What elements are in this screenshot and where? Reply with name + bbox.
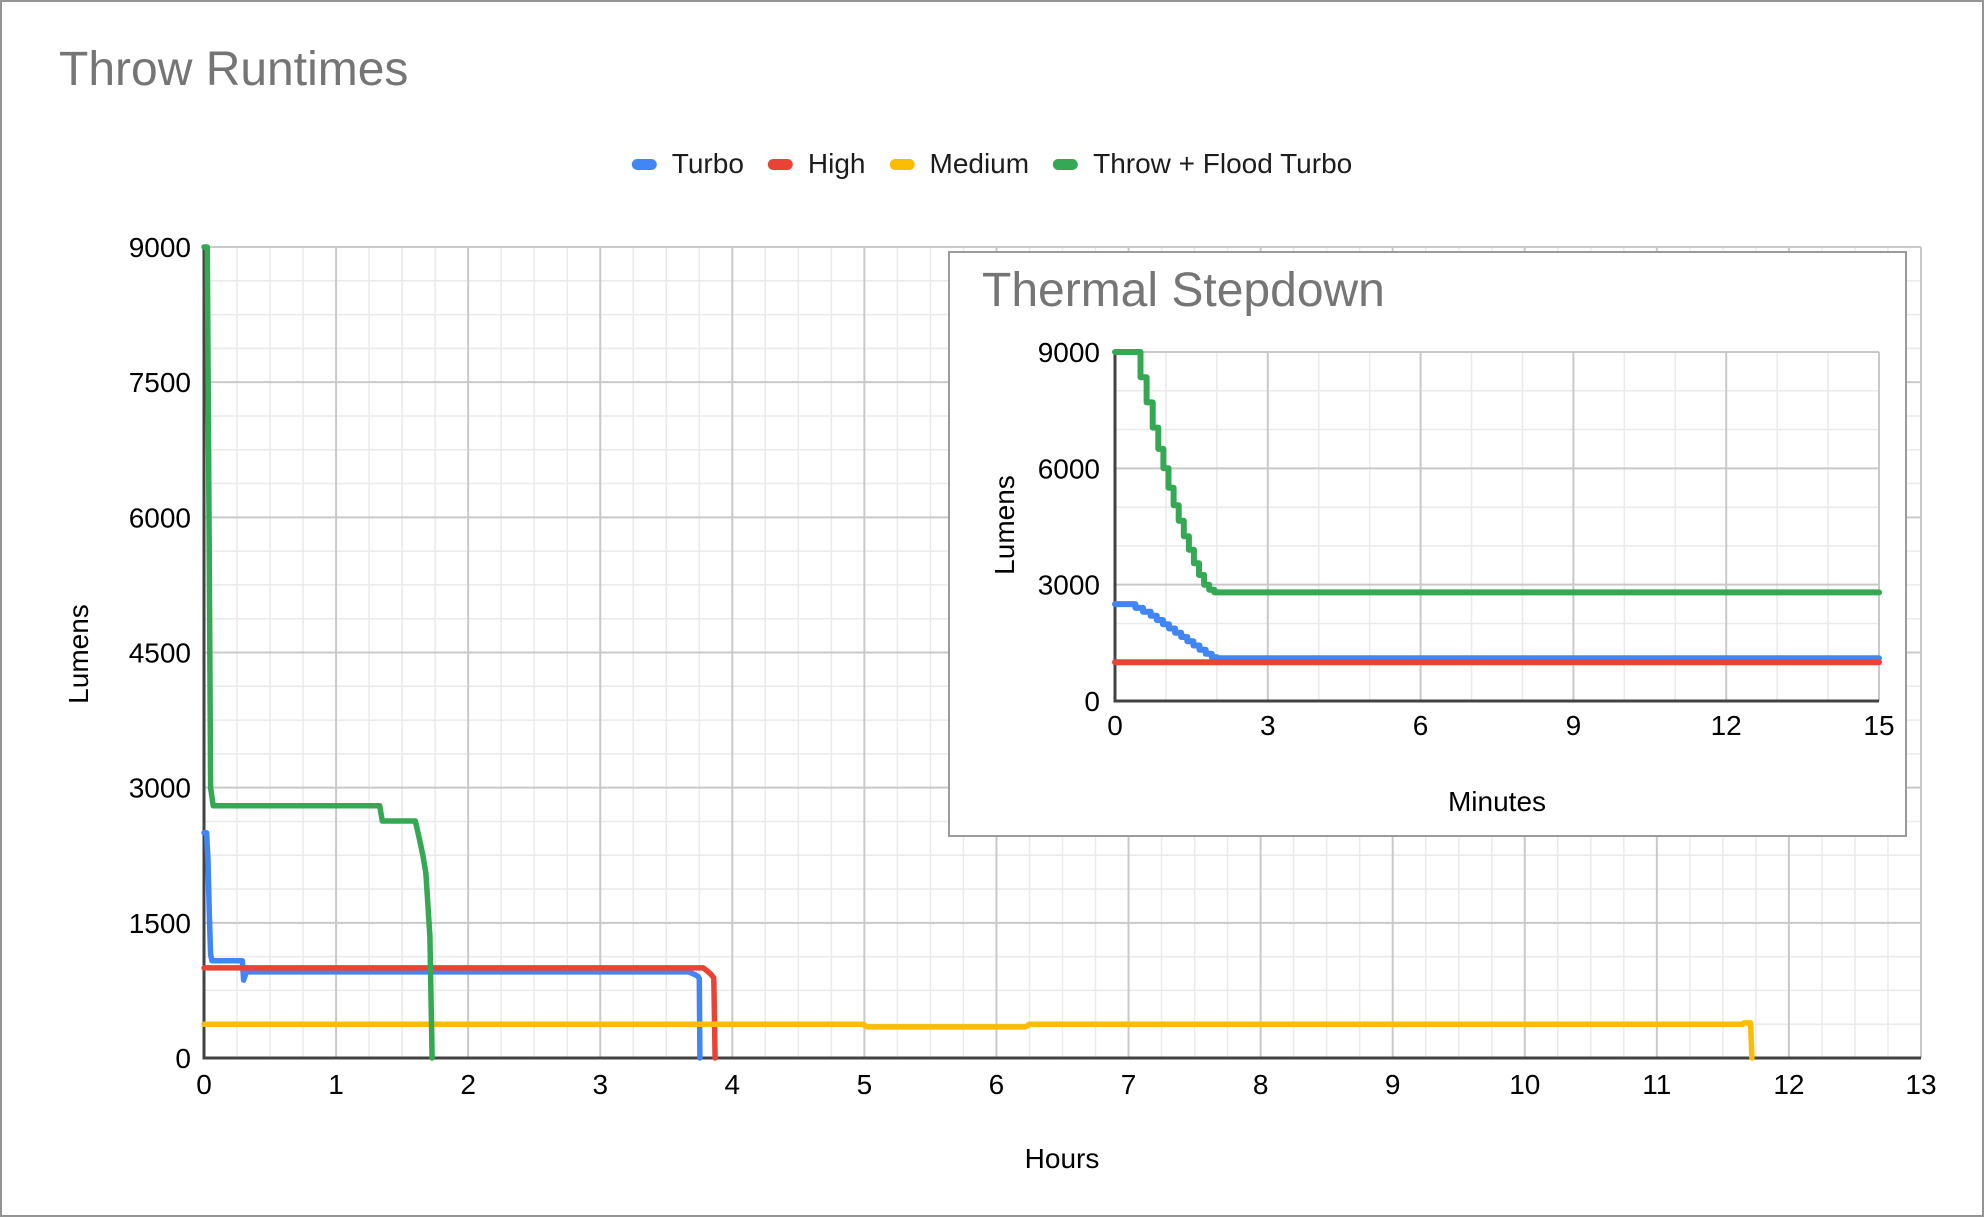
svg-text:9000: 9000	[1038, 337, 1100, 368]
turbo-swatch-icon	[631, 158, 657, 170]
svg-text:6: 6	[989, 1069, 1005, 1100]
svg-text:3000: 3000	[1038, 570, 1100, 601]
series-lines	[201, 244, 1755, 1061]
svg-text:1: 1	[328, 1069, 344, 1100]
svg-text:0: 0	[175, 1043, 191, 1074]
svg-text:7: 7	[1121, 1069, 1137, 1100]
inset-x-axis-title: Minutes	[1447, 786, 1547, 817]
svg-text:13: 13	[1905, 1069, 1936, 1100]
series-throw-flood-turbo	[201, 244, 435, 1061]
svg-text:4: 4	[725, 1069, 741, 1100]
inset-chart-title: Thermal Stepdown	[982, 264, 1385, 317]
svg-text:9: 9	[1385, 1069, 1401, 1100]
axis-lines	[202, 247, 1921, 1060]
svg-text:11: 11	[1642, 1069, 1671, 1100]
svg-text:15: 15	[1863, 710, 1894, 741]
legend: Turbo High Medium Throw + Flood Turbo	[631, 148, 1352, 180]
svg-text:0: 0	[1107, 710, 1123, 741]
inset-y-axis-title: Lumens	[989, 475, 1020, 575]
legend-label-medium: Medium	[929, 148, 1030, 179]
svg-text:1500: 1500	[129, 908, 191, 939]
svg-text:12: 12	[1773, 1069, 1804, 1100]
gridlines-major	[1115, 351, 1880, 701]
legend-item-high: High	[767, 148, 866, 180]
tick-labels: 0 1 2 3 4 5 6 7 8 9 10 11 12 130150030004500600075009…	[129, 232, 1937, 1100]
legend-label-turbo: Turbo	[671, 148, 744, 179]
high-swatch-icon	[767, 158, 793, 170]
svg-text:3: 3	[1260, 710, 1276, 741]
svg-text:9: 9	[1566, 710, 1582, 741]
main-x-axis-title: Hours	[1024, 1143, 1100, 1174]
svg-text:3: 3	[592, 1069, 608, 1100]
gridlines-minor	[1115, 352, 1879, 701]
series-lines	[1112, 349, 1882, 666]
svg-text:8: 8	[1253, 1069, 1269, 1100]
svg-text:5: 5	[857, 1069, 873, 1100]
series-high	[201, 965, 718, 1061]
svg-text:6000: 6000	[1038, 453, 1100, 484]
axis-lines	[1113, 352, 1879, 703]
legend-item-throw-flood-turbo: Throw + Flood Turbo	[1053, 148, 1352, 180]
svg-text:7500: 7500	[129, 367, 191, 398]
main-y-axis-title: Lumens	[63, 604, 94, 704]
legend-item-medium: Medium	[889, 148, 1029, 180]
svg-text:9000: 9000	[129, 232, 191, 263]
medium-swatch-icon	[889, 158, 915, 170]
svg-text:10: 10	[1509, 1069, 1540, 1100]
legend-label-throw-flood-turbo: Throw + Flood Turbo	[1093, 148, 1353, 179]
svg-text:0: 0	[1084, 686, 1100, 717]
svg-text:0: 0	[196, 1069, 212, 1100]
svg-text:6000: 6000	[129, 502, 191, 533]
legend-item-turbo: Turbo	[631, 148, 744, 180]
series-medium	[201, 1020, 1755, 1061]
tick-labels: 0 3 6 9 12 15 0 3000 6000 9000	[1038, 337, 1895, 741]
svg-text:3000: 3000	[129, 773, 191, 804]
svg-text:2: 2	[460, 1069, 476, 1100]
main-chart-title: Throw Runtimes	[59, 43, 409, 96]
series-turbo	[1112, 601, 1882, 662]
legend-label-high: High	[807, 148, 866, 179]
svg-text:6: 6	[1413, 710, 1429, 741]
svg-text:4500: 4500	[129, 638, 191, 669]
inset-chart: Thermal Stepdown 0 3 6 9 12 15 0 3000 6000 9000 M…	[948, 251, 1907, 837]
series-throw-flood-turbo	[1112, 349, 1882, 596]
throw-flood-turbo-swatch-icon	[1053, 158, 1079, 170]
svg-text:12: 12	[1711, 710, 1742, 741]
inset-chart-plot: 0 3 6 9 12 15 0 3000 6000 9000	[1038, 337, 1895, 741]
